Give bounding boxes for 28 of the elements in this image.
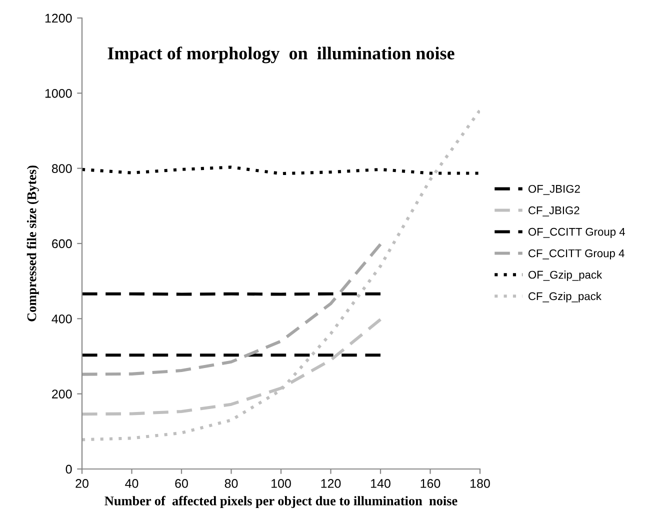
x-axis-title: Number of affected pixels per object due to illumination noise (104, 496, 458, 508)
legend-label: OF_JBIG2 (528, 184, 580, 195)
y-tick-label: 1200 (45, 14, 72, 23)
x-tick-label: 160 (420, 479, 440, 488)
x-tick-label: 20 (76, 479, 88, 488)
line-series (82, 242, 382, 376)
y-tick-label: 1000 (45, 88, 72, 98)
legend-label: CF_CCITT Group 4 (528, 249, 624, 260)
y-tick-label: 400 (52, 314, 72, 324)
line-series (82, 166, 480, 176)
x-tick-label: 120 (321, 479, 341, 488)
x-tick-label: 140 (371, 479, 390, 488)
x-tick-label: 80 (224, 479, 238, 488)
legend-label: CF_JBIG2 (528, 206, 580, 216)
line-series (82, 108, 480, 442)
legend-label: OF_Gzip_pack (528, 270, 602, 281)
x-tick-label: 40 (125, 479, 138, 488)
y-tick-label: 600 (52, 239, 72, 248)
y-tick-label: 800 (52, 164, 72, 173)
text: Impact of morphology on illumination noise (108, 46, 454, 64)
legend-label: CF_Gzip_pack (528, 292, 602, 302)
x-tick-label: 100 (272, 479, 291, 488)
y-tick-label: 200 (52, 390, 72, 398)
y-tick-label: 0 (66, 464, 72, 474)
y-axis-title: Compressed file size (Bytes) (26, 166, 39, 322)
x-tick-label: 60 (175, 479, 188, 488)
legend-label: OF_CCITT Group 4 (528, 228, 625, 238)
x-tick-label: 180 (470, 479, 490, 488)
